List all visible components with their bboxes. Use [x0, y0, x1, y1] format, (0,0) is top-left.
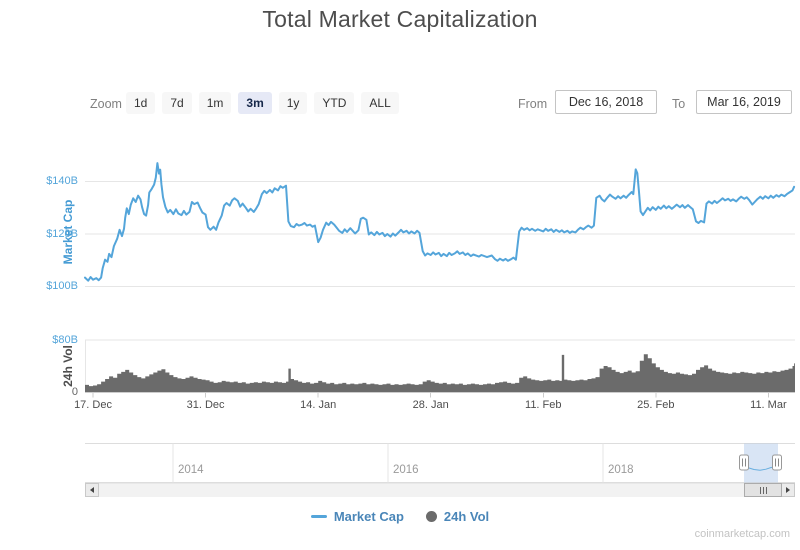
- plot-area[interactable]: [85, 150, 795, 392]
- scrollbar-track[interactable]: [85, 483, 795, 497]
- y-axis-label-volume: $80B: [52, 333, 78, 346]
- from-label: From: [518, 97, 548, 111]
- x-axis-date-label: 28. Jan: [412, 399, 449, 411]
- legend-item-24h-vol[interactable]: 24h Vol: [425, 509, 490, 524]
- zoom-button-1m[interactable]: 1m: [198, 92, 232, 114]
- circle-marker-icon: [425, 511, 437, 522]
- navigator-handle[interactable]: [772, 454, 782, 471]
- legend: Market Cap 24h Vol: [0, 509, 800, 524]
- zoom-button-all[interactable]: ALL: [361, 92, 399, 114]
- x-axis-date-label: 25. Feb: [637, 399, 675, 411]
- line-marker-icon: [310, 515, 327, 518]
- navigator-track[interactable]: [85, 443, 795, 482]
- navigator-year-label: 2014: [178, 464, 204, 476]
- page-title: Total Market Capitalization: [262, 6, 538, 32]
- grip-icon: [762, 486, 764, 494]
- to-date-input[interactable]: [696, 90, 792, 114]
- scrollbar-left-button[interactable]: [85, 483, 99, 497]
- arrow-right-icon: [786, 487, 790, 493]
- x-axis-date-label: 31. Dec: [186, 399, 225, 411]
- zoom-label: Zoom: [90, 97, 122, 111]
- x-axis-date-label: 17. Dec: [74, 399, 112, 411]
- grip-icon: [765, 486, 767, 494]
- navigator-handle[interactable]: [739, 454, 749, 471]
- legend-label: Market Cap: [333, 509, 404, 524]
- navigator-year-label: 2018: [608, 464, 634, 476]
- zoom-button-1d[interactable]: 1d: [126, 92, 156, 114]
- zoom-button-1y[interactable]: 1y: [278, 92, 308, 114]
- zoom-button-ytd[interactable]: YTD: [314, 92, 355, 114]
- x-axis-date-label: 11. Feb: [525, 399, 562, 411]
- x-axis-date-label: 14. Jan: [300, 399, 337, 411]
- y-axis-label-marketcap: $140B: [46, 175, 78, 187]
- arrow-left-icon: [90, 487, 94, 493]
- y-axis-label-marketcap: $100B: [46, 280, 78, 292]
- from-date-input[interactable]: [555, 90, 657, 114]
- scrollbar-thumb[interactable]: [744, 483, 782, 497]
- watermark: coinmarketcap.com: [694, 528, 790, 540]
- zoom-button-7d[interactable]: 7d: [162, 92, 192, 114]
- to-label: To: [672, 97, 686, 111]
- x-axis-date-label: 11. Mar: [750, 399, 787, 411]
- scrollbar-right-button[interactable]: [781, 483, 795, 497]
- legend-label: 24h Vol: [443, 509, 490, 524]
- navigator-year-label: 2016: [393, 464, 419, 476]
- zoom-button-group: 1d 7d 1m 3m 1y YTD ALL: [126, 92, 399, 114]
- legend-item-market-cap[interactable]: Market Cap: [310, 509, 404, 524]
- y-axis-label-volume: 0: [71, 385, 78, 398]
- grip-icon: [759, 486, 761, 494]
- zoom-button-3m[interactable]: 3m: [238, 92, 272, 114]
- y-axis-label-marketcap: $120B: [46, 227, 78, 240]
